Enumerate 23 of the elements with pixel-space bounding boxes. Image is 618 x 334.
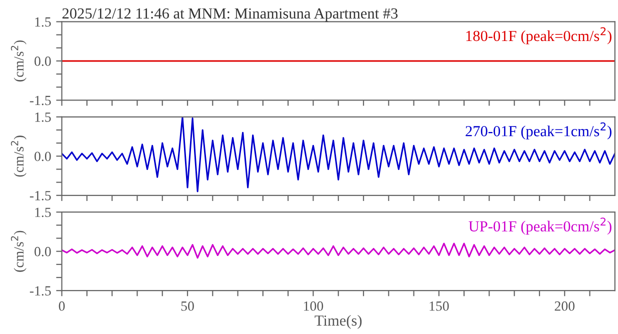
series-label: UP-01F (peak=0cm/s$^{2}$) [468, 218, 612, 235]
x-tick-label: 200 [554, 301, 575, 311]
y-axis-title: (cm/s$^{2}$) [10, 136, 26, 177]
series-label: 270-01F (peak=1cm/s$^{2}$) [466, 122, 612, 140]
y-tick-label: 1.5 [35, 17, 51, 27]
y-tick-label: 0.0 [34, 56, 51, 66]
line-series [62, 242, 615, 259]
x-tick-label: 100 [304, 301, 324, 311]
y-tick-label: -1.5 [30, 96, 51, 106]
y-tick-label: -1.5 [30, 286, 51, 296]
y-tick-label: 1.5 [35, 112, 51, 122]
y-tick-label: 1.5 [35, 208, 51, 218]
y-tick-label: 0.0 [34, 152, 51, 162]
y-tick-label: 0.0 [34, 246, 51, 256]
x-axis-title: Time(s) [314, 314, 362, 329]
y-axis-title: (cm/s$^{2}$) [10, 230, 26, 272]
series-label: 180-01F (peak=0cm/s$^{2}$) [466, 27, 612, 44]
x-tick-label: 150 [430, 301, 449, 311]
y-tick-label: -1.5 [30, 191, 51, 200]
x-tick-label: 0 [58, 301, 65, 311]
chart-title: 2025/12/12 11:46 at MNM: Minamisuna Apartment #3 [62, 8, 398, 22]
x-tick-label: 50 [181, 301, 194, 311]
y-axis-title: (cm/s$^{2}$) [10, 40, 26, 82]
